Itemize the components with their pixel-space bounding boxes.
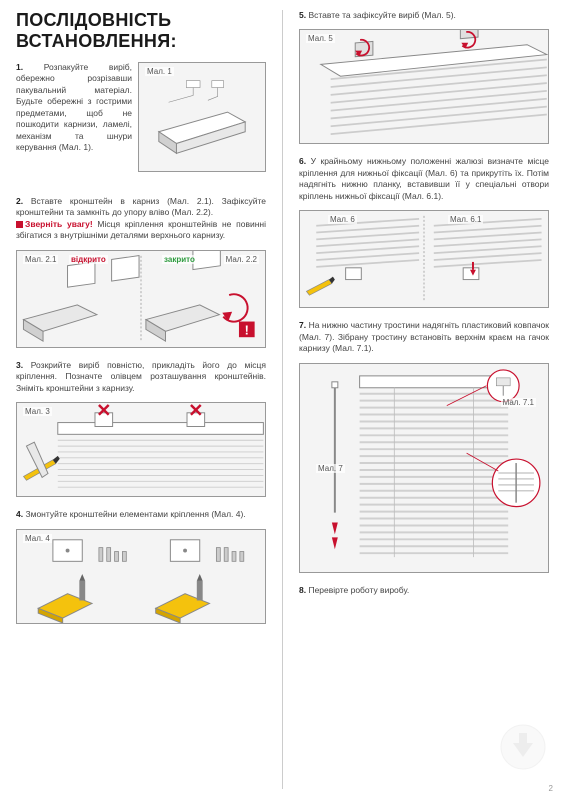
- step4-body: Змонтуйте кронштейни елементами кріпленн…: [25, 509, 245, 519]
- step8-body: Перевірте роботу виробу.: [308, 585, 409, 595]
- step3-body: Розкрийте виріб повністю, прикладіть йог…: [16, 360, 266, 393]
- step2-text: 2. Вставте кронштейн в карниз (Мал. 2.1)…: [16, 196, 266, 242]
- step7-text: 7. На нижню частину тростини надягніть п…: [299, 320, 549, 354]
- fig2-svg: !: [17, 251, 265, 347]
- step1-row: 1. Розпакуйте виріб, обережно розрізавши…: [16, 62, 266, 184]
- step3-text: 3. Розкрийте виріб повністю, прикладіть …: [16, 360, 266, 394]
- figure-4: Мал. 4: [16, 529, 266, 624]
- step4-text: 4. Змонтуйте кронштейни елементами кріпл…: [16, 509, 266, 520]
- step2-warn: Зверніть увагу!: [25, 219, 93, 229]
- fig6-svg: [300, 211, 548, 307]
- step7-body: На нижню частину тростини надягніть плас…: [299, 320, 549, 353]
- fig3-svg: [17, 403, 265, 496]
- fig61-label: Мал. 6.1: [448, 215, 483, 224]
- step8-text: 8. Перевірте роботу виробу.: [299, 585, 549, 596]
- fig5-svg: [300, 30, 548, 143]
- fig21-label: Мал. 2.1: [23, 255, 58, 264]
- step5-body: Вставте та зафіксуйте виріб (Мал. 5).: [308, 10, 455, 20]
- step1-text: 1. Розпакуйте виріб, обережно розрізавши…: [16, 62, 132, 184]
- figure-2: Мал. 2.1 Мал. 2.2 відкрито закрито !: [16, 250, 266, 348]
- figure-1: Мал. 1: [138, 62, 266, 172]
- figure-7: Мал. 7 Мал. 7.1: [299, 363, 549, 573]
- figure-5: Мал. 5: [299, 29, 549, 144]
- fig6-label: Мал. 6: [328, 215, 357, 224]
- figure-6: Мал. 6 Мал. 6.1: [299, 210, 549, 308]
- page-container: ПОСЛІДОВНІСТЬ ВСТАНОВЛЕННЯ: 1. Розпакуйт…: [0, 0, 565, 799]
- fig2-open-label: відкрито: [69, 255, 108, 264]
- fig2-closed-label: закрито: [162, 255, 197, 264]
- step5-text: 5. Вставте та зафіксуйте виріб (Мал. 5).: [299, 10, 549, 21]
- right-column: 5. Вставте та зафіксуйте виріб (Мал. 5).…: [299, 10, 549, 789]
- fig5-label: Мал. 5: [306, 34, 335, 43]
- watermark-icon: [499, 723, 547, 771]
- step2-body: Вставте кронштейн в карниз (Мал. 2.1). З…: [16, 196, 266, 217]
- fig3-label: Мал. 3: [23, 407, 52, 416]
- fig22-label: Мал. 2.2: [224, 255, 259, 264]
- fig1-svg: [139, 63, 265, 171]
- column-divider: [282, 10, 283, 789]
- fig71-label: Мал. 7.1: [501, 398, 536, 407]
- fig1-label: Мал. 1: [145, 67, 174, 76]
- left-column: ПОСЛІДОВНІСТЬ ВСТАНОВЛЕННЯ: 1. Розпакуйт…: [16, 10, 266, 789]
- fig4-label: Мал. 4: [23, 534, 52, 543]
- step1-body: Розпакуйте виріб, обережно розрізавши па…: [16, 62, 132, 152]
- fig4-svg: [17, 530, 265, 623]
- fig7-label: Мал. 7: [316, 464, 345, 473]
- figure-3: Мал. 3: [16, 402, 266, 497]
- step6-body: У крайньому нижньому положенні жалюзі ви…: [299, 156, 549, 200]
- warning-icon: [16, 221, 23, 228]
- step6-text: 6. У крайньому нижньому положенні жалюзі…: [299, 156, 549, 202]
- svg-text:!: !: [245, 322, 249, 337]
- page-title: ПОСЛІДОВНІСТЬ ВСТАНОВЛЕННЯ:: [16, 10, 266, 52]
- page-number: 2: [549, 784, 553, 793]
